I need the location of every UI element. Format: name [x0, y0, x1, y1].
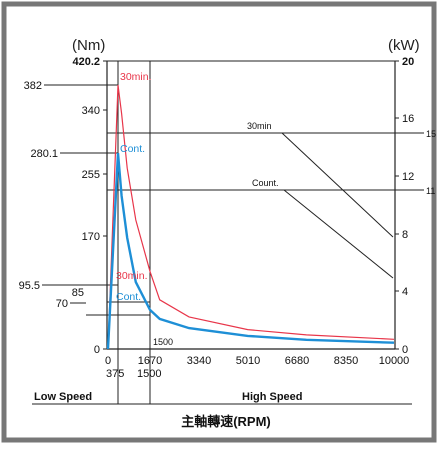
ann-low-cont: Cont. — [120, 143, 145, 155]
x-tick-5010: 5010 — [236, 355, 260, 367]
left-tick-95: 95.5 — [19, 280, 40, 292]
x-axis-title: 主軸轉速(RPM) — [181, 414, 271, 429]
left-tick-marks — [103, 60, 107, 350]
right-tick-15: 15 — [426, 129, 436, 139]
x-tick-8350: 8350 — [334, 355, 358, 367]
power-label-cont: Count. — [252, 178, 279, 188]
ann-low-30min: 30min. — [120, 71, 152, 83]
x-tick-6680: 6680 — [285, 355, 309, 367]
left-tick-85: 85 — [72, 287, 84, 299]
x-marker-1500: 1500 — [153, 337, 173, 347]
x-tick-1670: 1670 — [138, 355, 162, 367]
right-tick-16: 16 — [402, 113, 414, 125]
right-tick-12: 12 — [402, 171, 414, 183]
power-line-cont — [283, 189, 394, 279]
left-tick-170: 170 — [82, 231, 100, 243]
series-cont-curve — [106, 152, 395, 350]
power-label-30min: 30min — [247, 121, 272, 131]
left-tick-280: 280.1 — [30, 148, 58, 160]
power-line-30min — [281, 132, 394, 238]
speed-range-high: High Speed — [242, 391, 303, 403]
left-tick-340: 340 — [82, 105, 100, 117]
left-tick-70: 70 — [56, 298, 68, 310]
ann-high-30min: 30min. — [116, 270, 148, 282]
x-tick-1500: 1500 — [137, 368, 161, 380]
left-tick-382: 382 — [24, 80, 42, 92]
speed-range-low: Low Speed — [34, 391, 92, 403]
left-tick-255: 255 — [82, 169, 100, 181]
right-tick-11: 11 — [426, 186, 435, 196]
right-tick-8: 8 — [402, 229, 408, 241]
right-tick-marks — [395, 60, 424, 350]
right-tick-4: 4 — [402, 286, 408, 298]
x-tick-3340: 3340 — [187, 355, 211, 367]
x-tick-10000: 10000 — [379, 355, 410, 367]
left-unit-label: (Nm) — [72, 37, 105, 54]
left-tick-0: 0 — [94, 344, 100, 356]
left-tick-420: 420.2 — [72, 56, 100, 68]
right-tick-20: 20 — [402, 56, 414, 68]
x-tick-375: 375 — [106, 368, 124, 380]
right-tick-0: 0 — [402, 344, 408, 356]
x-tick-0: 0 — [105, 355, 111, 367]
right-unit-label: (kW) — [388, 37, 420, 54]
series-30min-curve — [107, 84, 395, 350]
ann-high-cont: Cont. — [116, 291, 141, 303]
